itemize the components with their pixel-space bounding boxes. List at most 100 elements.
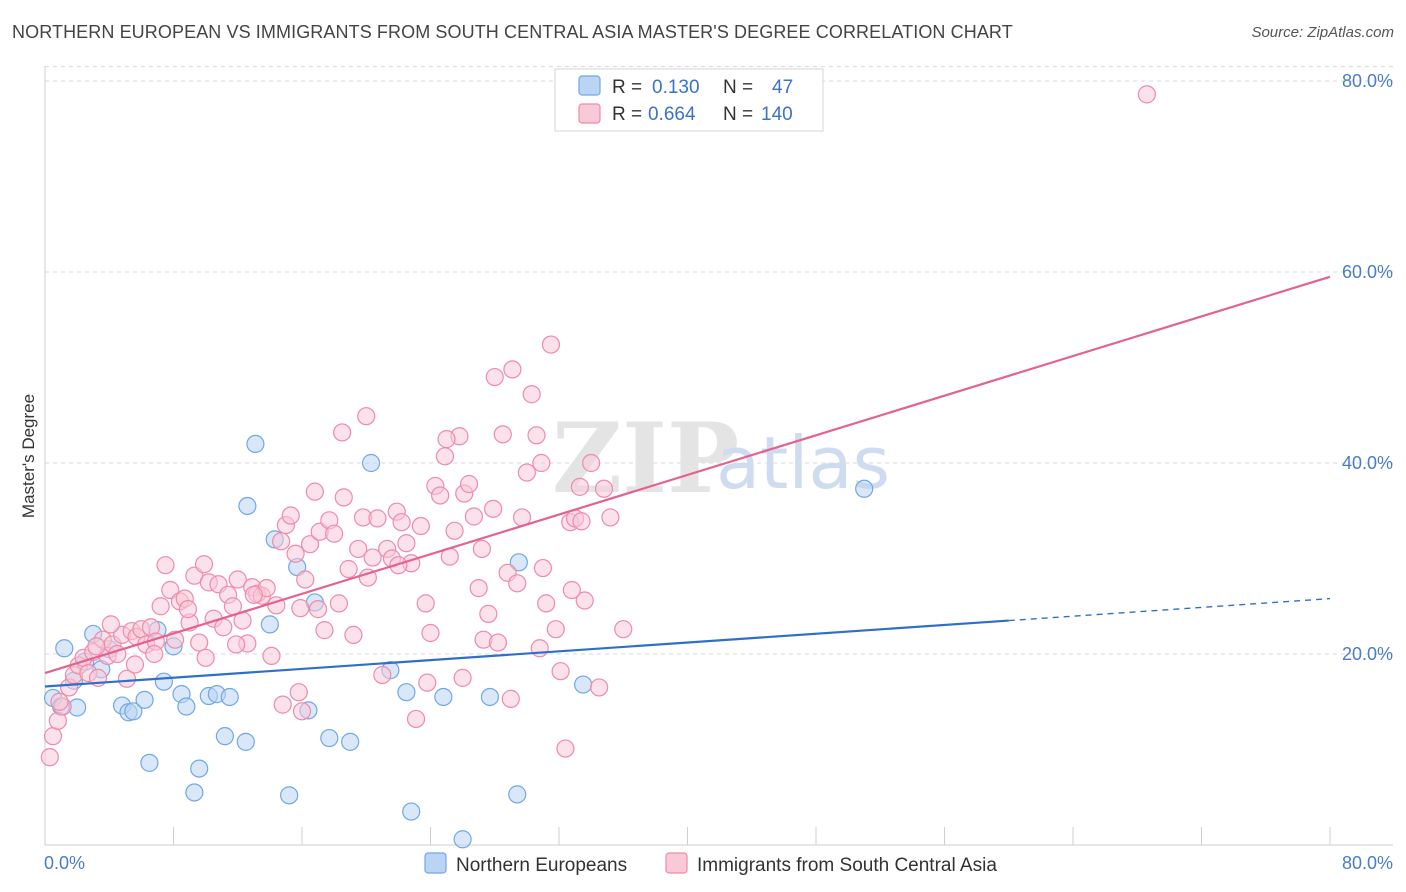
point-south-central-asia: [485, 367, 504, 387]
legend-r-label-2: R =: [612, 104, 642, 125]
point-south-central-asia: [334, 488, 353, 507]
legend-n-value-2: 140: [761, 104, 793, 125]
point-northern-european: [215, 727, 234, 746]
bottom-legend-label-2: Immigrants from South Central Asia: [697, 855, 997, 876]
point-south-central-asia: [437, 430, 456, 449]
point-south-central-asia: [349, 539, 368, 559]
point-south-central-asia: [562, 580, 581, 600]
point-south-central-asia: [156, 556, 175, 575]
point-south-central-asia: [272, 532, 291, 551]
watermark-zip: ZIP: [552, 402, 739, 515]
legend-n-label-2: N =: [723, 104, 753, 125]
point-south-central-asia: [196, 648, 215, 667]
y-tick-label-80: 80.0%: [1342, 71, 1393, 91]
point-south-central-asia: [575, 591, 594, 610]
point-south-central-asia: [43, 727, 63, 746]
point-south-central-asia: [488, 633, 508, 652]
point-south-central-asia: [373, 665, 392, 685]
point-south-central-asia: [329, 594, 349, 613]
point-northern-european: [140, 753, 159, 772]
x-tick-label-max: 80.0%: [1342, 853, 1393, 873]
point-south-central-asia: [527, 426, 546, 445]
point-south-central-asia: [472, 539, 491, 559]
point-south-central-asia: [325, 524, 344, 543]
point-northern-european: [236, 732, 255, 751]
point-south-central-asia: [435, 447, 455, 466]
point-south-central-asia: [292, 702, 312, 721]
point-south-central-asia: [601, 508, 620, 527]
point-south-central-asia: [614, 620, 633, 639]
point-south-central-asia: [305, 482, 324, 501]
point-south-central-asia: [125, 655, 145, 674]
point-northern-european: [361, 453, 381, 473]
point-south-central-asia: [357, 407, 376, 426]
point-northern-european: [238, 496, 257, 516]
point-south-central-asia: [145, 644, 164, 664]
y-tick-label-20: 20.0%: [1342, 644, 1393, 664]
point-northern-european: [508, 785, 527, 804]
point-northern-european: [135, 690, 154, 709]
point-south-central-asia: [363, 548, 382, 567]
source-label: Source: ZipAtlas.com: [1251, 24, 1394, 41]
x-tick-label-min: 0.0%: [44, 853, 85, 873]
point-south-central-asia: [532, 453, 551, 473]
y-tick-labels: 20.0% 40.0% 60.0% 80.0%: [1342, 71, 1393, 664]
point-south-central-asia: [227, 635, 246, 654]
point-south-central-asia: [397, 534, 416, 553]
point-south-central-asia: [308, 600, 328, 619]
point-south-central-asia: [501, 689, 520, 708]
point-south-central-asia: [453, 668, 472, 687]
point-south-central-asia: [296, 570, 315, 589]
trend-line-northern-european-extension: [1008, 597, 1331, 622]
bottom-legend-swatch-pink: [665, 852, 688, 874]
trend-lines: [44, 275, 1331, 688]
point-northern-european: [453, 830, 472, 849]
point-south-central-asia: [262, 646, 281, 666]
point-northern-european: [185, 783, 204, 802]
legend-r-value-2: 0.664: [648, 104, 696, 125]
point-northern-european: [402, 802, 421, 821]
point-south-central-asia: [464, 507, 483, 526]
point-northern-european: [855, 479, 874, 498]
point-south-central-asia: [416, 594, 435, 613]
point-south-central-asia: [315, 621, 334, 640]
point-south-central-asia: [503, 360, 522, 379]
point-south-central-asia: [87, 637, 106, 656]
point-northern-european: [177, 697, 196, 716]
point-south-central-asia: [194, 555, 214, 574]
point-south-central-asia: [537, 594, 556, 613]
data-points: [40, 85, 1156, 849]
trend-line-south-central-asia: [44, 275, 1331, 675]
point-south-central-asia: [190, 633, 209, 652]
point-northern-european: [55, 639, 74, 658]
point-south-central-asia: [445, 521, 464, 540]
legend-swatch-pink: [578, 103, 601, 124]
point-south-central-asia: [418, 673, 437, 692]
point-northern-european: [260, 615, 279, 634]
point-south-central-asia: [117, 669, 137, 688]
y-axis-title: Master's Degree: [19, 394, 38, 518]
point-south-central-asia: [594, 479, 614, 498]
point-south-central-asia: [368, 509, 387, 528]
point-south-central-asia: [289, 683, 308, 702]
point-northern-european: [573, 675, 593, 694]
point-south-central-asia: [530, 639, 549, 658]
point-south-central-asia: [1137, 85, 1156, 104]
point-south-central-asia: [286, 544, 305, 563]
point-south-central-asia: [469, 579, 488, 598]
point-northern-european: [320, 728, 339, 748]
point-south-central-asia: [392, 513, 411, 532]
point-south-central-asia: [508, 574, 527, 593]
legend-swatch-blue: [578, 75, 601, 96]
point-south-central-asia: [101, 615, 120, 634]
y-tick-label-40: 40.0%: [1342, 453, 1393, 473]
point-south-central-asia: [339, 559, 358, 579]
trend-line-northern-european: [44, 619, 1009, 688]
point-south-central-asia: [333, 423, 352, 442]
point-south-central-asia: [281, 506, 300, 525]
y-tick-label-60: 60.0%: [1342, 262, 1393, 282]
point-south-central-asia: [228, 570, 247, 589]
point-south-central-asia: [590, 678, 609, 697]
legend-n-label-1: N =: [723, 77, 753, 98]
